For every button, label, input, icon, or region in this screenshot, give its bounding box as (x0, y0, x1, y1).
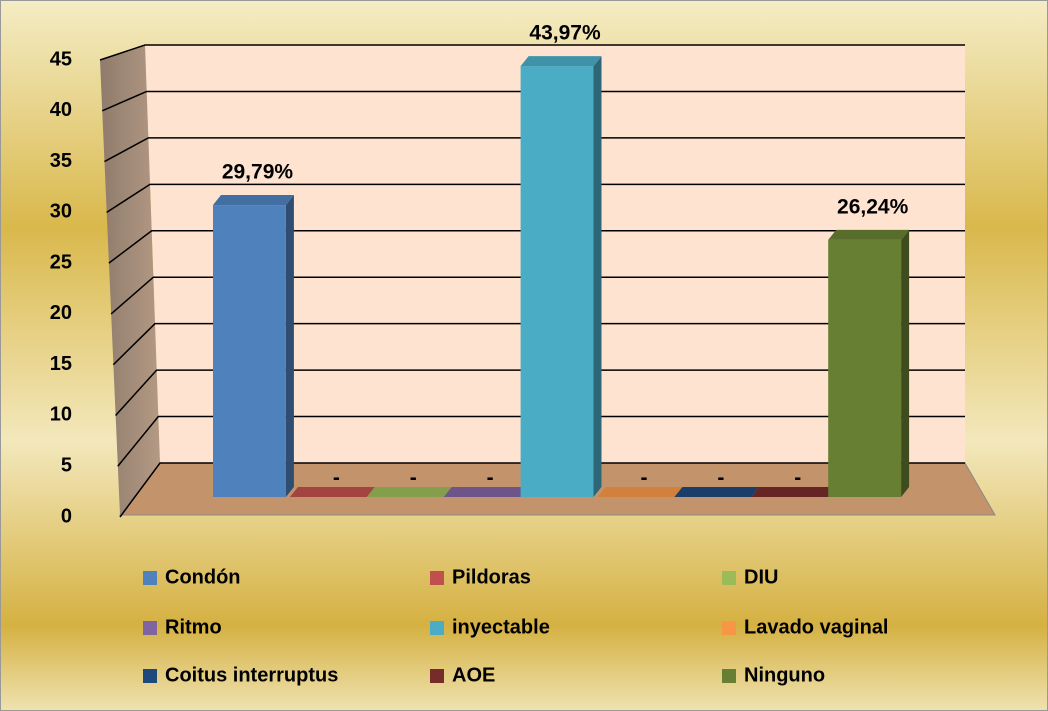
bar-top (520, 56, 602, 67)
bar-front (520, 66, 594, 498)
y-tick-label: 0 (61, 505, 72, 527)
bar (828, 229, 910, 497)
data-label: 43,97% (529, 22, 601, 45)
y-tick-label: 25 (50, 251, 72, 273)
legend-swatch (722, 571, 736, 585)
bar-front (213, 205, 286, 498)
bar (289, 487, 375, 497)
legend-swatch (722, 621, 736, 635)
y-tick-label: 20 (50, 302, 72, 324)
bar-front (828, 239, 902, 497)
bar (751, 487, 837, 497)
legend-swatch (430, 621, 444, 635)
legend-label: AOE (452, 664, 495, 686)
bar-top (213, 195, 294, 206)
y-tick-label: 35 (50, 150, 72, 172)
legend-swatch (722, 669, 736, 683)
legend-swatch (430, 669, 444, 683)
bar (597, 487, 683, 497)
legend-swatch (143, 669, 157, 683)
grid-line (104, 137, 965, 163)
data-label: - (487, 467, 494, 490)
bar (213, 195, 294, 498)
data-label: - (640, 467, 647, 490)
legend-label: Lavado vaginal (744, 616, 889, 638)
grid-line (114, 369, 965, 416)
legend-label: Condón (165, 566, 241, 588)
data-label: - (717, 467, 724, 490)
bar (520, 56, 602, 498)
grid-line (119, 462, 965, 518)
y-tick-label: 45 (50, 48, 72, 70)
grid-line (112, 322, 965, 366)
bar-top (443, 487, 529, 497)
legend-label: Ritmo (165, 616, 222, 638)
legend-label: Pildoras (452, 566, 531, 588)
y-tick-label: 30 (50, 201, 72, 223)
bar (366, 487, 452, 497)
bar-top (674, 487, 760, 497)
data-label: - (794, 467, 801, 490)
bar-top (289, 487, 375, 497)
grid-line (106, 183, 965, 213)
legend-label: DIU (744, 566, 778, 588)
grid-line (101, 90, 965, 112)
bar-top (828, 229, 910, 240)
data-label: 29,79% (222, 161, 294, 184)
bar-top (366, 487, 452, 497)
side-wall (100, 45, 160, 515)
legend-label: inyectable (452, 616, 550, 638)
y-tick-label: 5 (61, 455, 72, 477)
bar-side (901, 229, 910, 497)
legend-swatch (143, 621, 157, 635)
bar (674, 487, 760, 497)
bar-side (285, 195, 294, 498)
data-label: - (333, 467, 340, 490)
bar (443, 487, 529, 497)
bar-top (751, 487, 837, 497)
legend-swatch (143, 571, 157, 585)
y-tick-label: 10 (50, 404, 72, 426)
legend-swatch (430, 571, 444, 585)
grid-line (110, 276, 965, 315)
grid-line (108, 230, 965, 264)
y-tick-label: 15 (50, 353, 72, 375)
grid-line (117, 415, 965, 467)
legend-label: Coitus interruptus (165, 664, 338, 686)
bar-side (593, 56, 602, 498)
y-tick-label: 40 (50, 99, 72, 121)
data-label: 26,24% (837, 195, 909, 218)
grid-line (99, 44, 965, 61)
bar-top (597, 487, 683, 497)
data-label: - (410, 467, 417, 490)
legend-label: Ninguno (744, 664, 825, 686)
